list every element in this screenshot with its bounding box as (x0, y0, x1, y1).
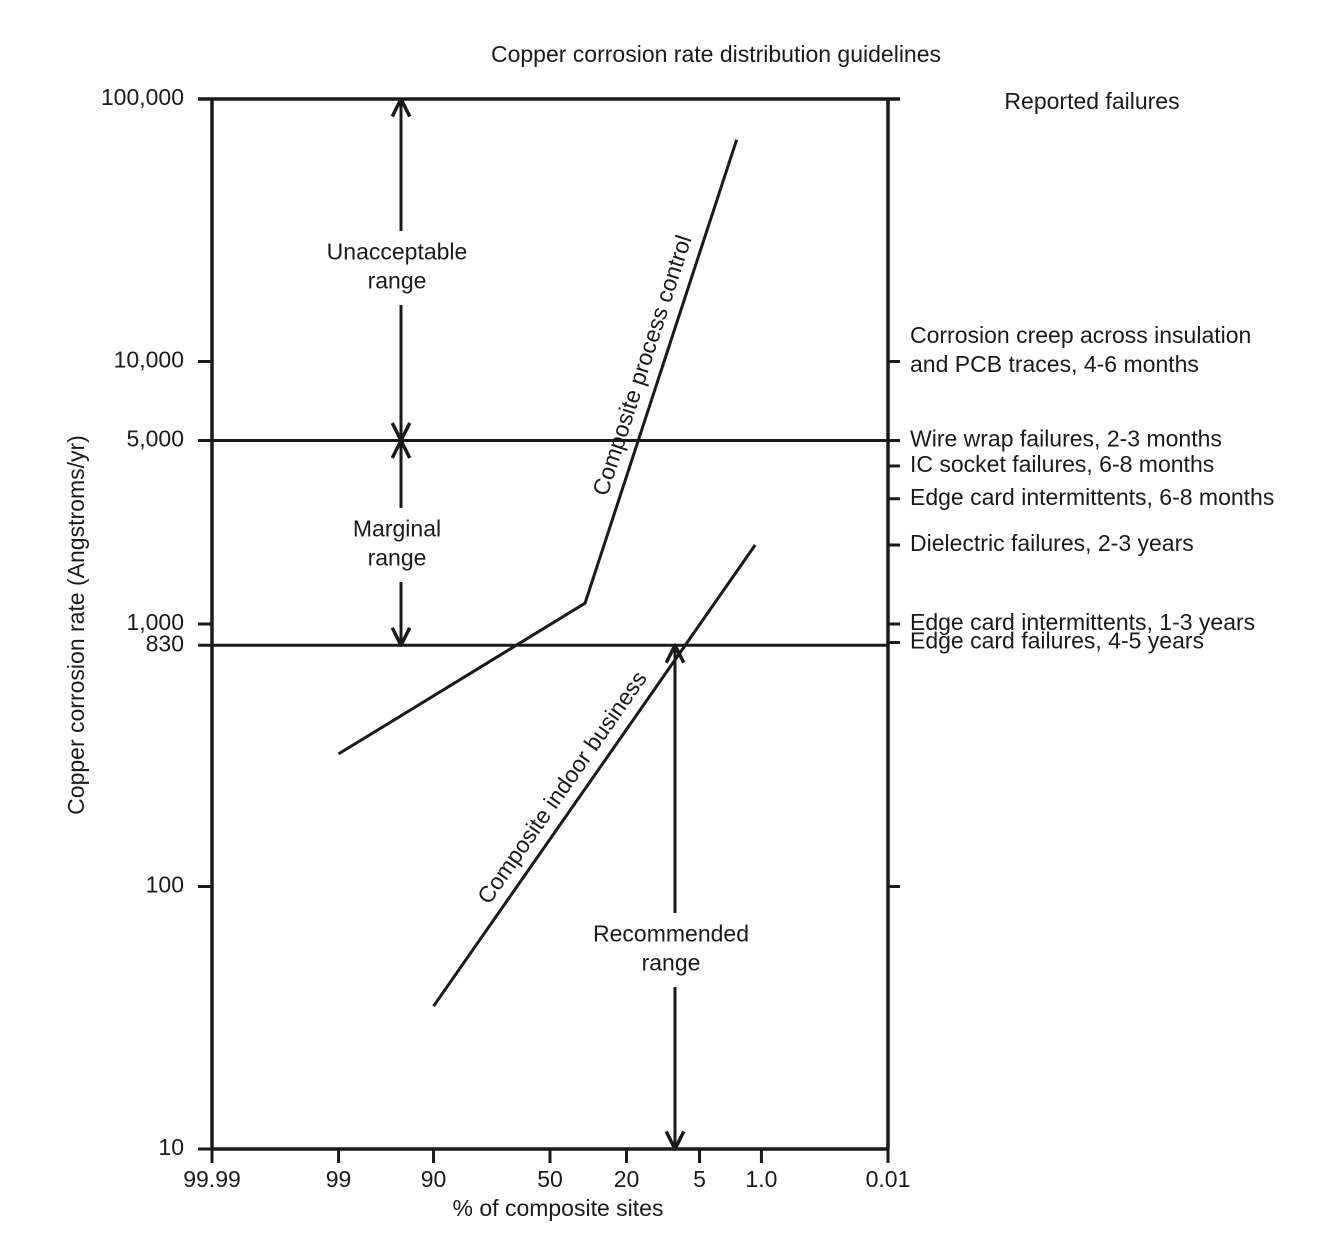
failure-label: Edge card intermittents, 6-8 months (910, 484, 1274, 510)
x-tick-label: 0.01 (866, 1166, 911, 1192)
series-line (432, 544, 757, 1008)
failure-label: and PCB traces, 4-6 months (910, 351, 1199, 377)
range-label: range (642, 950, 701, 976)
failure-label: IC socket failures, 6-8 months (910, 451, 1214, 477)
y-tick-label: 5,000 (126, 426, 184, 452)
y-tick-label: 100 (146, 872, 184, 898)
range-label: range (368, 268, 427, 294)
x-tick-label: 20 (614, 1166, 640, 1192)
y-tick-label: 100,000 (101, 84, 184, 110)
x-tick-label: 50 (537, 1166, 563, 1192)
y-tick-label: 10,000 (114, 347, 184, 373)
range-label: range (368, 545, 427, 571)
range-label: Marginal (353, 516, 441, 542)
range-label: Recommended (593, 921, 749, 947)
failure-label: Wire wrap failures, 2-3 months (910, 426, 1222, 452)
x-tick-label: 90 (421, 1166, 447, 1192)
y-tick-label: 10 (158, 1134, 184, 1160)
x-tick-label: 1.0 (745, 1166, 777, 1192)
chart-title: Copper corrosion rate distribution guide… (491, 41, 941, 67)
series-label: Composite process control (587, 232, 696, 499)
x-tick-label: 99 (326, 1166, 352, 1192)
series-line (337, 139, 739, 756)
y-tick-label: 1,000 (126, 609, 184, 635)
failure-label: Dielectric failures, 2-3 years (910, 530, 1194, 556)
failure-label: Edge card failures, 4-5 years (910, 628, 1204, 654)
y-tick-label: 830 (146, 630, 184, 656)
failure-label: Edge card intermittents, 1-3 years (910, 609, 1255, 635)
range-label: Unacceptable (327, 239, 468, 265)
failure-label: Corrosion creep across insulation (910, 322, 1251, 348)
x-tick-label: 99.99 (183, 1166, 241, 1192)
x-tick-label: 5 (693, 1166, 706, 1192)
y2-axis-label: Reported failures (1004, 88, 1179, 114)
x-axis-label: % of composite sites (453, 1195, 664, 1221)
y-axis-label: Copper corrosion rate (Angstroms/yr) (63, 435, 89, 815)
series-label: Composite indoor business (472, 666, 652, 908)
